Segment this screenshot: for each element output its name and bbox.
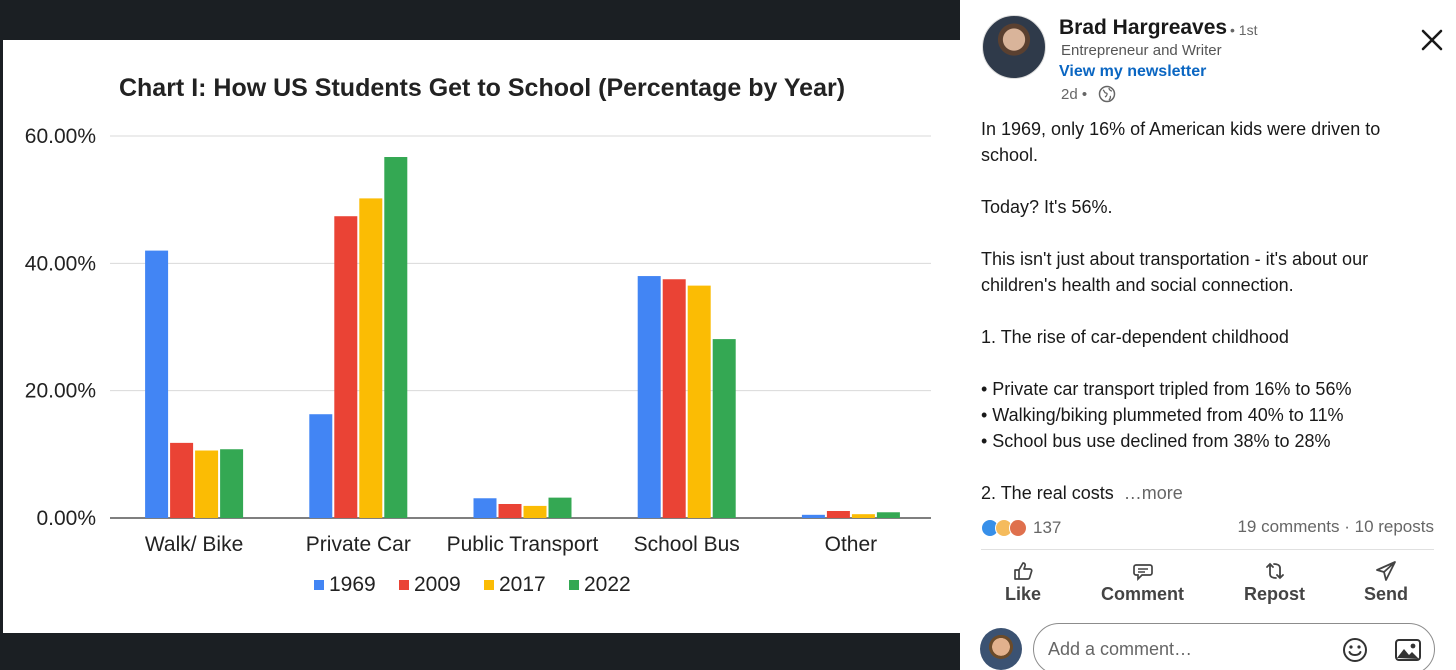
legend-label-1969: 1969 [329,573,376,596]
bar-2017-5 [851,514,875,518]
thumbs-up-icon [1014,562,1033,580]
globe-icon [1098,85,1116,103]
see-more-link[interactable]: …more [1123,483,1183,503]
image-viewer: Chart I: How US Students Get to School (… [0,0,960,670]
comment-placeholder: Add a comment… [1048,639,1193,659]
close-icon[interactable] [1414,22,1450,58]
love-reaction-icon [1009,519,1027,537]
post-line [981,220,1431,246]
chart-title: Chart I: How US Students Get to School (… [119,74,845,102]
post-body: In 1969, only 16% of American kids were … [981,116,1431,506]
reposts-count[interactable]: 10 reposts [1354,517,1434,536]
bar-1969-5 [801,514,825,518]
image-icon[interactable] [1394,637,1422,663]
post-line [981,168,1431,194]
like-label: Like [1005,584,1042,604]
bar-1969-2 [309,414,333,518]
bar-2017-1 [195,450,219,518]
post-line: • School bus use declined from 38% to 28… [981,431,1331,451]
bar-1969-4 [637,276,661,518]
post-line: 1. The rise of car-dependent childhood [981,327,1289,347]
legend-swatch-2017 [484,580,494,590]
post-line: • Private car transport tripled from 16%… [981,379,1352,399]
post-time: 2d • [1061,86,1088,103]
divider [981,549,1434,550]
bar-2009-2 [334,216,358,518]
bar-chart: Chart I: How US Students Get to School (… [25,74,931,596]
bar-2022-1 [220,449,244,518]
post-line: • Walking/biking plummeted from 40% to 1… [981,405,1344,425]
engagement-counts: 19 comments · 10 reposts [1237,517,1434,537]
bar-2022-2 [384,157,408,518]
x-tick-label: Public Transport [447,533,599,556]
count-separator: · [1339,517,1355,536]
legend-swatch-1969 [314,580,324,590]
comments-count[interactable]: 19 comments [1237,517,1340,536]
post-line: Today? It's 56%. [981,197,1113,217]
y-tick-label: 20.00% [25,380,96,403]
post-panel: Brad Hargreaves • 1st Entrepreneur and W… [960,0,1456,670]
repost-icon [1265,562,1284,580]
emoji-icon[interactable] [1342,637,1368,663]
connection-degree: • 1st [1230,22,1258,38]
author-name[interactable]: Brad Hargreaves [1059,16,1228,39]
like-button[interactable]: Like [1005,560,1041,608]
repost-label: Repost [1244,584,1306,604]
bar-2022-4 [712,339,736,518]
bar-2022-5 [876,512,900,518]
bar-2017-4 [687,285,711,518]
legend-swatch-2009 [399,580,409,590]
bar-1969-1 [145,250,169,518]
bar-1969-3 [473,498,497,518]
y-tick-label: 60.00% [25,125,96,148]
post-line [981,350,1431,376]
post-line-text: 2. The real costs [981,483,1114,503]
x-tick-label: Other [825,533,878,556]
author-avatar[interactable] [982,15,1046,79]
y-tick-label: 0.00% [36,507,96,530]
post-line: children's health and social connection. [981,275,1294,295]
bar-2009-5 [826,510,850,518]
reactions-summary[interactable]: 137 [981,515,1061,541]
x-tick-label: Private Car [306,533,411,556]
spacer [1114,483,1124,503]
legend-label-2017: 2017 [499,573,546,596]
comment-input[interactable]: Add a comment… [1033,623,1435,670]
author-headline: Entrepreneur and Writer [1061,42,1222,59]
comment-icon [1132,564,1153,582]
bar-2009-1 [170,442,194,518]
reaction-count: 137 [1033,518,1062,537]
chart-image: Chart I: How US Students Get to School (… [3,40,960,633]
post-line [981,298,1431,324]
post-line: This isn't just about transportation - i… [981,249,1369,269]
post-line: school. [981,145,1039,165]
post-line: In 1969, only 16% of American kids were … [981,119,1381,139]
legend-swatch-2022 [569,580,579,590]
send-icon [1376,561,1396,581]
bar-2022-3 [548,497,572,518]
commenter-avatar [980,628,1022,670]
bar-2009-4 [662,279,686,518]
comment-button[interactable]: Comment [1101,560,1184,608]
legend-label-2009: 2009 [414,573,461,596]
comment-label: Comment [1101,584,1185,604]
bar-2017-2 [359,198,383,519]
post-line [981,454,1431,480]
x-tick-label: Walk/ Bike [145,533,243,556]
y-tick-label: 40.00% [25,252,96,275]
bar-2009-3 [498,503,522,518]
send-label: Send [1364,584,1409,604]
repost-button[interactable]: Repost [1244,560,1305,608]
bar-2017-3 [523,505,547,518]
send-button[interactable]: Send [1364,560,1408,608]
x-tick-label: School Bus [634,533,740,556]
post-line: 2. The real costs …more [981,480,1431,506]
view-newsletter-link[interactable]: View my newsletter [1059,63,1207,80]
legend-label-2022: 2022 [584,573,631,596]
